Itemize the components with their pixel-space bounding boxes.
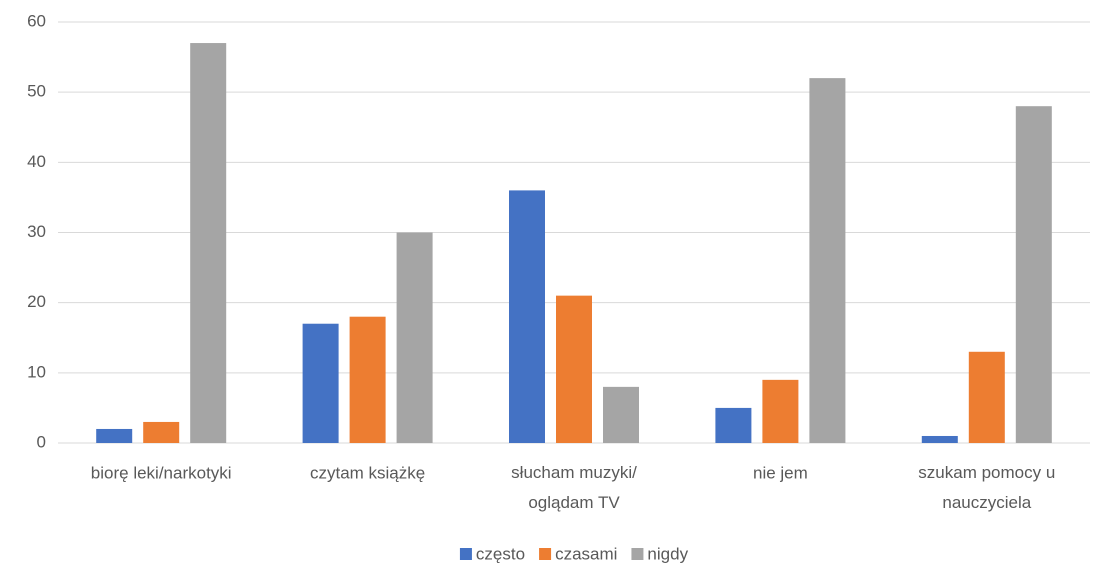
bar [968, 351, 1005, 443]
legend-label: często [476, 544, 525, 563]
x-tick-label: szukam pomocy u nauczyciela [918, 463, 1055, 512]
x-tick-label: biorę leki/narkotyki [91, 463, 232, 482]
bar [556, 295, 592, 443]
bar [921, 435, 958, 443]
legend-swatch [631, 548, 644, 560]
bar [143, 421, 180, 443]
bar [809, 78, 846, 443]
y-tick-label: 60 [27, 11, 46, 30]
x-tick-label: słucham muzyki/oglądam TV [511, 463, 637, 512]
bar [396, 232, 433, 443]
bar [96, 428, 133, 443]
bar [1015, 106, 1052, 443]
y-tick-label: 30 [27, 222, 46, 241]
bar [603, 386, 639, 443]
y-tick-label: 0 [37, 432, 46, 451]
x-tick-label: nie jem [753, 463, 808, 482]
y-tick-label: 20 [27, 292, 46, 311]
bar [302, 323, 339, 443]
y-tick-label: 10 [27, 362, 46, 381]
legend-swatch [459, 548, 472, 560]
bar [349, 316, 386, 443]
legend-label: czasami [555, 544, 617, 563]
y-tick-label: 50 [27, 82, 46, 101]
bar [715, 407, 752, 443]
bar [190, 43, 227, 444]
x-tick-label: czytam książkę [310, 463, 425, 482]
legend-swatch [539, 548, 552, 560]
bar [509, 190, 545, 443]
legend-label: nigdy [647, 544, 688, 563]
bar [762, 379, 799, 443]
y-tick-label: 40 [27, 152, 46, 171]
